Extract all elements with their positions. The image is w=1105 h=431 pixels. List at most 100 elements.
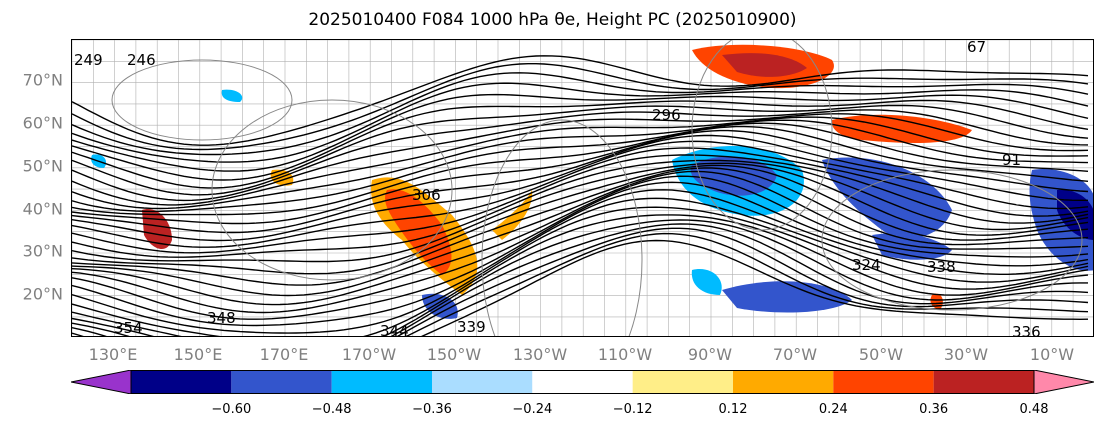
theta-e-contours (72, 55, 1089, 336)
longitude-label: 130°E (88, 345, 138, 364)
theta-e-contour (72, 122, 1089, 213)
theta-e-contour (72, 167, 1089, 286)
very-strong-positive-anomaly-region (722, 53, 807, 77)
theta-e-contour (72, 82, 1089, 163)
theta-e-contour (72, 134, 1088, 234)
latitude-label: 30°N (22, 241, 63, 261)
latitude-label: 70°N (22, 70, 63, 90)
colorbar-tick-label: −0.48 (311, 402, 352, 417)
theta-e-contour (72, 147, 1089, 248)
longitude-label: 110°W (597, 345, 653, 364)
theta-e-contour (72, 214, 1089, 336)
contour-label: 249 (74, 51, 103, 69)
theta-e-contour (72, 63, 1089, 151)
theta-e-contour (72, 129, 1089, 225)
theta-e-contour (72, 197, 1089, 327)
longitude-label: 130°W (512, 345, 568, 364)
colorbar-segment (231, 370, 332, 394)
colorbar-extend-low (71, 370, 132, 394)
theta-e-contour (72, 227, 1089, 336)
strong-positive-anomaly-region (385, 189, 452, 275)
theta-e-contour (72, 113, 1089, 202)
colorbar-tick-label: 0.12 (718, 402, 748, 417)
colorbar-segment (933, 370, 1034, 394)
height-pc-contour (211, 99, 453, 281)
contour-label: 338 (927, 258, 956, 276)
colorbar-tick-label: 0.48 (1019, 402, 1049, 417)
theta-e-contour (72, 99, 1089, 181)
contour-label: 246 (127, 51, 156, 69)
theta-e-contour (72, 181, 1089, 314)
colorbar-extend-high (1033, 370, 1094, 394)
contour-labels: 249 246 354 348 344 339 306 296 91 67 324 338 336 (74, 40, 1041, 337)
contour-label: 339 (457, 318, 486, 336)
theta-e-contour (72, 164, 1089, 275)
colorbar-segment (131, 370, 232, 394)
longitude-label: 170°E (259, 345, 309, 364)
theta-e-contour (72, 140, 1089, 242)
colorbar-segment (833, 370, 934, 394)
longitude-label: 90°W (687, 345, 733, 364)
theta-e-contour (72, 93, 1089, 172)
latitude-label: 20°N (22, 284, 63, 304)
colorbar-tick-label: −0.12 (612, 402, 653, 417)
theta-e-contour (72, 162, 1089, 263)
contour-label: 344 (380, 322, 409, 337)
colorbar-segment (331, 370, 432, 394)
map-panel: 249 246 354 348 344 339 306 296 91 67 324 338 336 (71, 39, 1094, 337)
theta-e-contour (72, 206, 1089, 334)
theta-e-contour (72, 239, 1089, 336)
strong-negative-anomaly-region (822, 157, 952, 239)
positive-anomaly-region (930, 293, 943, 310)
longitude-label: 170°W (341, 345, 397, 364)
colorbar-tick-label: −0.24 (512, 402, 553, 417)
theta-e-contour (72, 55, 1089, 146)
latitude-label: 40°N (22, 199, 63, 219)
longitude-label: 150°E (173, 345, 223, 364)
contour-label: 306 (412, 186, 441, 204)
theta-e-contour (72, 125, 1089, 216)
height-pc-contours (111, 40, 1083, 336)
theta-e-contour (72, 119, 1089, 210)
latitude-label: 50°N (22, 156, 63, 176)
contour-label: 67 (967, 40, 986, 56)
very-strong-negative-anomaly-region (1057, 189, 1093, 240)
contour-label: 348 (207, 309, 236, 327)
map-canvas: 249 246 354 348 344 339 306 296 91 67 324 338 336 (72, 40, 1093, 337)
height-pc-contour (691, 40, 833, 231)
lat-lon-grid (72, 40, 1093, 336)
negative-anomaly-region (691, 269, 722, 295)
contour-label: 354 (114, 319, 143, 337)
theta-e-contour (72, 189, 1089, 320)
contour-label: 91 (1002, 151, 1021, 169)
strong-negative-anomaly-region (722, 281, 852, 313)
contour-label: 324 (852, 256, 881, 274)
height-pc-contour (481, 119, 643, 336)
longitude-label: 150°W (426, 345, 482, 364)
theta-e-contour (72, 175, 1089, 306)
correlation-shading (91, 44, 1093, 319)
colorbar-segment (733, 370, 834, 394)
theta-e-contour (72, 72, 1089, 156)
colorbar-frame (130, 370, 1035, 394)
colorbar-tick-label: 0.24 (818, 402, 848, 417)
height-pc-contour (111, 59, 293, 141)
map-title: 2025010400 F084 1000 hPa θe, Height PC (… (308, 10, 797, 30)
latitude-label: 60°N (22, 113, 63, 133)
longitude-label: 50°W (858, 345, 904, 364)
colorbar-segment (632, 370, 733, 394)
colorbar-tick-label: −0.60 (211, 402, 252, 417)
theta-e-contour (72, 170, 1089, 297)
theta-e-contour (72, 159, 1089, 258)
contour-label: 336 (1012, 323, 1041, 337)
colorbar (71, 370, 1094, 394)
colorbar-tick-label: −0.36 (412, 402, 452, 417)
longitude-label: 30°W (943, 345, 989, 364)
height-pc-contour (821, 169, 1083, 311)
theta-e-contour (72, 116, 1089, 206)
theta-e-contour (72, 223, 1089, 336)
colorbar-tick-label: 0.36 (919, 402, 949, 417)
theta-e-contour (72, 232, 1089, 336)
longitude-label: 10°W (1029, 345, 1075, 364)
contour-label: 296 (652, 106, 681, 124)
